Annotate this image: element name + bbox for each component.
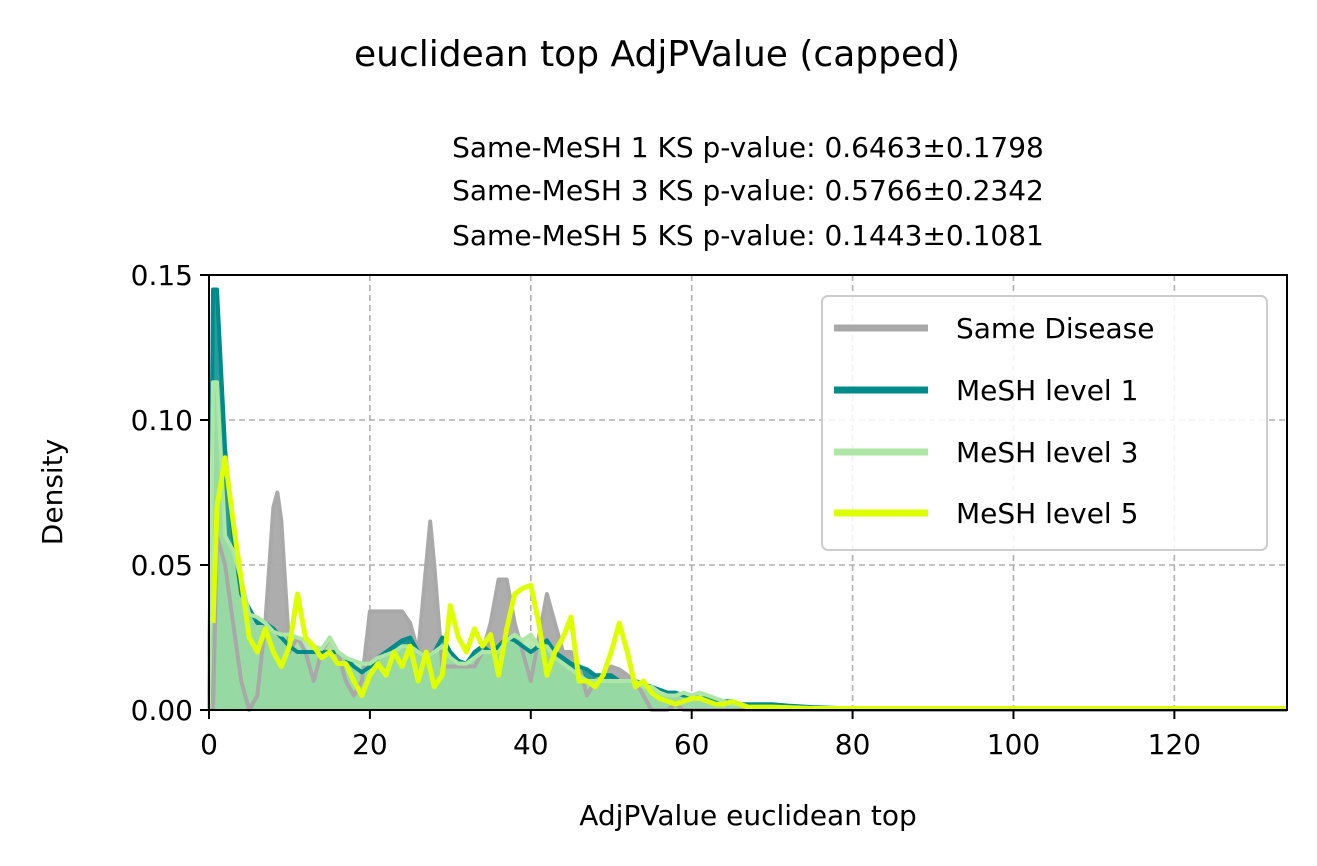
subtitle-line-3: Same-MeSH 5 KS p-value: 0.1443±0.1081 (452, 219, 1044, 252)
y-axis: 0.00 0.05 0.10 0.15 (131, 259, 209, 727)
x-tick-label: 20 (352, 728, 388, 761)
legend-label-same-disease: Same Disease (956, 312, 1154, 345)
y-tick-label: 0.00 (131, 694, 193, 727)
x-axis: 0 20 40 60 80 100 120 (200, 710, 1201, 761)
x-axis-label: AdjPValue euclidean top (579, 799, 917, 832)
axes-frame (208, 274, 1288, 711)
y-tick-label: 0.10 (131, 404, 193, 437)
legend: Same Disease MeSH level 1 MeSH level 3 M… (821, 295, 1268, 551)
x-tick-label: 60 (674, 728, 710, 761)
legend-label-mesh-level-3: MeSH level 3 (956, 436, 1138, 469)
x-tick-label: 40 (513, 728, 549, 761)
plot-area (207, 274, 1288, 712)
legend-box (821, 295, 1268, 551)
x-tick-label: 120 (1148, 728, 1201, 761)
legend-label-mesh-level-1: MeSH level 1 (956, 374, 1138, 407)
subtitle-line-2: Same-MeSH 3 KS p-value: 0.5766±0.2342 (452, 174, 1044, 207)
subtitle-line-1: Same-MeSH 1 KS p-value: 0.6463±0.1798 (452, 131, 1044, 164)
series-fill-mesh-level-3 (209, 382, 1287, 710)
x-tick-label: 100 (987, 728, 1040, 761)
x-tick-label: 80 (835, 728, 871, 761)
x-tick-label: 0 (200, 728, 218, 761)
y-tick-label: 0.05 (131, 549, 193, 582)
series-line-mesh-level-5 (210, 455, 1287, 711)
y-axis-label: Density (36, 439, 69, 545)
legend-label-mesh-level-5: MeSH level 5 (956, 497, 1138, 530)
y-tick-label: 0.15 (131, 259, 193, 292)
chart-title: euclidean top AdjPValue (capped) (354, 34, 960, 75)
